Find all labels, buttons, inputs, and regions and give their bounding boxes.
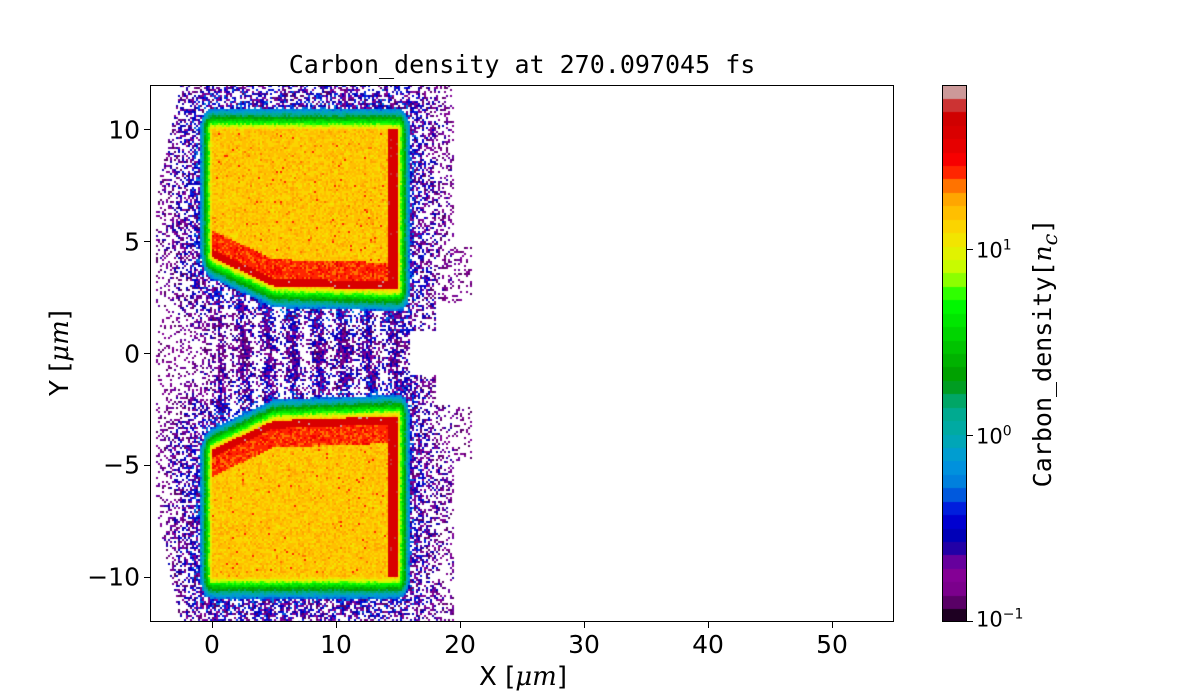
colorbar-tick-label: 100 xyxy=(976,423,1012,448)
x-tick xyxy=(831,622,833,628)
y-tick-label: 10 xyxy=(108,115,140,145)
y-tick-label: −5 xyxy=(103,450,140,480)
y-tick xyxy=(144,576,150,578)
colorbar-unit: n xyxy=(1028,245,1057,262)
colorbar-label: Carbon_density[nc] xyxy=(1028,219,1062,488)
colorbar-tick-label: 101 xyxy=(976,237,1012,262)
x-axis-unit: μm xyxy=(515,662,557,692)
y-axis-label-text: Y [ xyxy=(45,361,75,397)
x-tick xyxy=(459,622,461,628)
colorbar-tick xyxy=(967,249,973,251)
x-axis-label-text: X [ xyxy=(479,662,516,692)
y-axis-unit: μm xyxy=(45,320,75,362)
y-tick xyxy=(144,464,150,466)
y-tick-label: −10 xyxy=(87,562,140,592)
y-tick xyxy=(144,129,150,131)
chart-title: Carbon_density at 270.097045 fs xyxy=(288,50,756,79)
x-axis-label: X [μm] xyxy=(479,662,567,692)
tick-exponent: −1 xyxy=(1002,606,1024,623)
y-axis-label: Y [μm] xyxy=(45,310,75,396)
colorbar-tick xyxy=(967,620,973,622)
x-tick-label: 30 xyxy=(568,630,600,659)
x-tick xyxy=(335,622,337,628)
colorbar xyxy=(942,85,967,622)
colorbar-tick xyxy=(967,435,973,437)
colorbar-unit-sub: c xyxy=(1038,233,1062,246)
x-tick-label: 10 xyxy=(320,630,352,659)
density-heatmap xyxy=(150,85,894,622)
colorbar-unit-open: [ xyxy=(1028,261,1057,277)
y-tick xyxy=(144,353,150,354)
tick-base: 10 xyxy=(976,607,1003,632)
x-tick-label: 20 xyxy=(444,630,476,659)
colorbar-label-text: Carbon_density xyxy=(1028,276,1057,488)
tick-base: 10 xyxy=(976,238,1003,263)
x-tick-label: 50 xyxy=(816,630,848,659)
x-tick-label: 40 xyxy=(692,630,724,659)
tick-exponent: 0 xyxy=(1002,423,1012,440)
x-tick xyxy=(211,622,213,628)
colorbar-tick-label: 10−1 xyxy=(976,607,1023,632)
x-axis-bracket: ] xyxy=(556,662,567,692)
y-tick-label: 0 xyxy=(124,339,140,368)
x-tick xyxy=(583,622,585,628)
plot-area xyxy=(150,85,894,622)
tick-exponent: 1 xyxy=(1002,237,1012,254)
y-tick-label: 5 xyxy=(124,227,140,257)
tick-base: 10 xyxy=(976,424,1003,449)
y-tick xyxy=(144,241,150,243)
x-tick xyxy=(707,622,709,628)
colorbar-gradient xyxy=(942,85,967,622)
colorbar-unit-close: ] xyxy=(1028,218,1057,234)
y-axis-bracket: ] xyxy=(45,309,75,321)
x-tick-label: 0 xyxy=(204,630,220,659)
